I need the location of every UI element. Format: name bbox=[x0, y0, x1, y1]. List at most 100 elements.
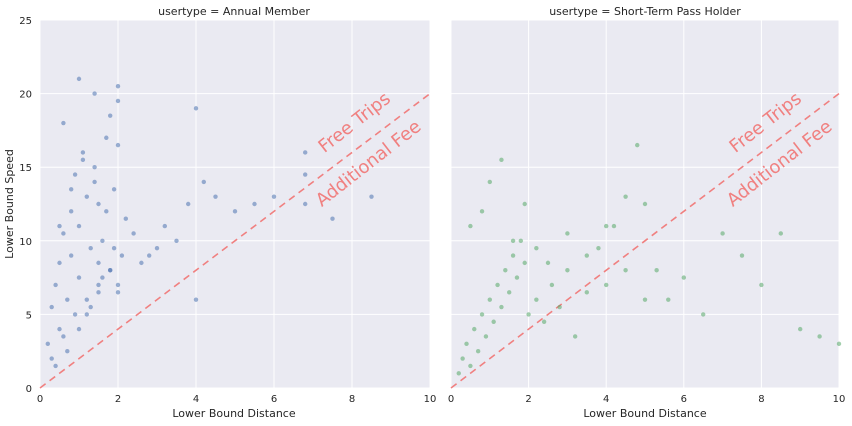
data-point bbox=[69, 187, 74, 192]
data-point bbox=[108, 268, 113, 273]
data-point bbox=[798, 326, 803, 332]
data-point bbox=[534, 297, 539, 302]
x-tick-label: 0 bbox=[448, 394, 454, 405]
facet-short-term-pass-holder: usertype = Short-Term Pass Holder 0 2 4 6 8 1… bbox=[448, 5, 846, 420]
x-tick-labels-annual-member: 0 2 4 6 8 10 bbox=[37, 394, 437, 405]
data-point bbox=[817, 334, 822, 339]
x-tick-label: 6 bbox=[271, 394, 277, 405]
fee-threshold-line bbox=[450, 92, 840, 389]
data-point bbox=[584, 290, 589, 295]
data-point bbox=[186, 201, 191, 207]
data-point bbox=[836, 341, 842, 347]
data-point bbox=[57, 223, 62, 229]
x-tick-label: 2 bbox=[115, 394, 121, 405]
data-point bbox=[119, 253, 125, 258]
data-point bbox=[565, 231, 570, 236]
data-point bbox=[92, 179, 97, 185]
fee-threshold-line bbox=[39, 92, 431, 389]
data-point bbox=[303, 150, 308, 155]
facet-title-annual-member: usertype = Annual Member bbox=[158, 5, 310, 18]
data-point bbox=[193, 297, 199, 302]
data-point bbox=[464, 341, 469, 347]
data-point bbox=[53, 363, 58, 369]
data-point bbox=[96, 201, 101, 207]
data-point bbox=[303, 172, 308, 177]
data-point bbox=[61, 334, 66, 339]
data-point bbox=[115, 282, 121, 288]
data-point bbox=[115, 98, 121, 104]
facet-title-short-term-pass-holder: usertype = Short-Term Pass Holder bbox=[549, 5, 741, 18]
data-point bbox=[115, 84, 121, 89]
data-point bbox=[499, 157, 504, 163]
data-point bbox=[759, 282, 764, 288]
data-point bbox=[460, 356, 465, 361]
data-point bbox=[510, 238, 516, 243]
data-point bbox=[487, 297, 492, 302]
data-point bbox=[84, 312, 90, 317]
x-tick-label: 2 bbox=[525, 394, 531, 405]
data-point bbox=[534, 245, 539, 251]
data-point bbox=[201, 179, 206, 185]
data-point bbox=[232, 209, 238, 214]
data-point bbox=[623, 194, 628, 199]
data-point bbox=[92, 91, 97, 96]
data-point bbox=[701, 312, 706, 317]
data-point bbox=[666, 297, 671, 302]
data-point bbox=[174, 238, 179, 243]
data-point bbox=[526, 312, 531, 317]
data-point bbox=[213, 194, 218, 199]
data-point bbox=[84, 297, 90, 302]
data-point bbox=[88, 304, 93, 310]
data-point bbox=[507, 290, 512, 295]
data-point bbox=[495, 282, 500, 288]
data-point bbox=[479, 209, 485, 214]
data-point bbox=[475, 349, 481, 354]
y-tick-label: 5 bbox=[26, 310, 32, 321]
data-point bbox=[96, 290, 101, 295]
data-point bbox=[65, 349, 70, 354]
data-point bbox=[108, 113, 113, 118]
data-point bbox=[57, 260, 62, 266]
data-point bbox=[162, 223, 167, 229]
data-point bbox=[472, 326, 477, 332]
data-point bbox=[100, 275, 105, 280]
data-point bbox=[96, 282, 101, 288]
data-point bbox=[596, 245, 601, 251]
x-tick-label: 4 bbox=[193, 394, 199, 405]
data-point bbox=[271, 194, 277, 199]
data-point bbox=[49, 304, 54, 310]
data-point bbox=[623, 268, 628, 273]
data-point bbox=[522, 201, 527, 207]
data-point bbox=[681, 275, 686, 280]
data-point bbox=[514, 275, 520, 280]
points-annual-member bbox=[45, 76, 374, 369]
data-point bbox=[104, 209, 109, 214]
data-point bbox=[72, 172, 78, 177]
data-point bbox=[604, 282, 609, 288]
y-tick-label: 10 bbox=[19, 237, 32, 248]
data-point bbox=[88, 245, 93, 251]
data-point bbox=[147, 253, 152, 258]
data-point bbox=[565, 268, 570, 273]
facet-annual-member: usertype = Annual Member 0 2 4 6 8 10 0 5 10 15 2… bbox=[3, 5, 436, 420]
data-point bbox=[572, 334, 578, 339]
data-point bbox=[100, 238, 105, 243]
data-point bbox=[61, 120, 66, 126]
data-point bbox=[369, 194, 374, 199]
data-point bbox=[80, 150, 86, 155]
data-point bbox=[549, 282, 555, 288]
data-point bbox=[154, 245, 160, 251]
data-point bbox=[139, 260, 144, 266]
data-point bbox=[53, 282, 58, 288]
data-point bbox=[49, 356, 54, 361]
x-tick-label: 0 bbox=[37, 394, 43, 405]
data-point bbox=[303, 201, 308, 207]
data-point bbox=[503, 268, 508, 273]
data-point bbox=[330, 216, 335, 221]
trendline-short-term-pass-holder bbox=[450, 92, 840, 389]
data-point bbox=[499, 304, 504, 310]
gridlines-annual-member bbox=[39, 19, 431, 389]
data-point bbox=[69, 253, 74, 258]
data-point bbox=[115, 142, 121, 148]
